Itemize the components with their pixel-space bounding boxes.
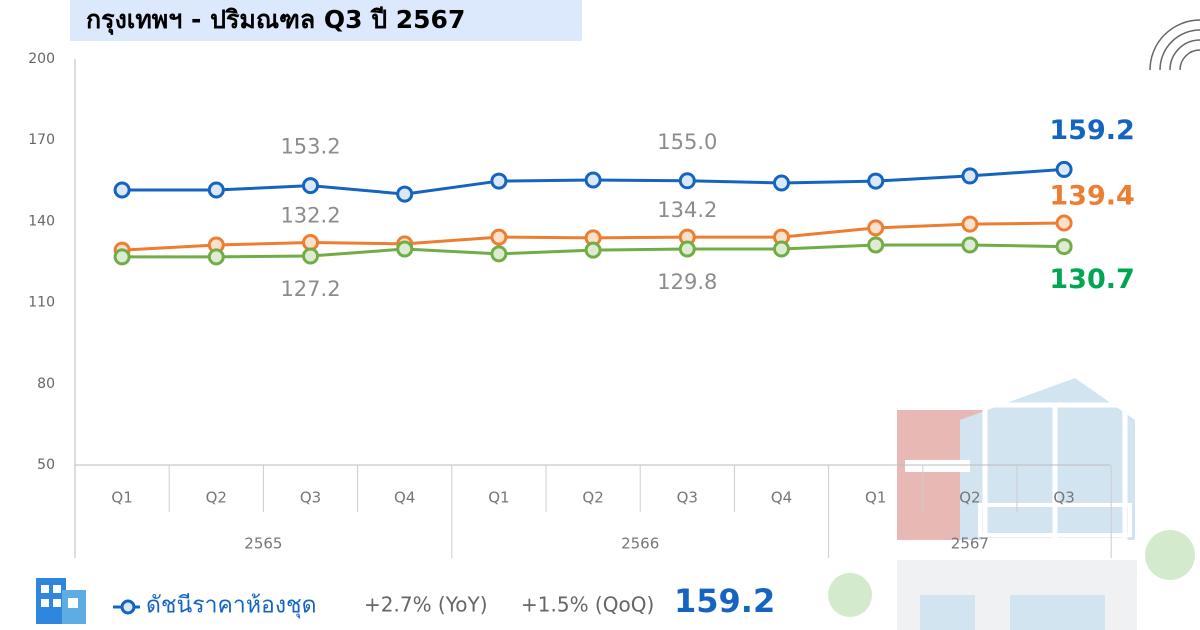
building-icon [36, 578, 86, 624]
data-label: 127.2 [280, 277, 340, 301]
x-tick-label: Q2 [206, 489, 227, 507]
x-tick-label: Q3 [300, 489, 321, 507]
point-marker [961, 215, 979, 233]
x-tick-label: Q1 [865, 489, 886, 507]
x-tick-label: Q2 [959, 489, 980, 507]
point-marker [207, 248, 225, 266]
point-marker [302, 177, 319, 195]
point-marker [113, 248, 131, 266]
y-tick-label: 170 [28, 132, 55, 148]
point-marker [490, 172, 508, 190]
legend: ดัชนีราคาห้องชุด +2.7% (YoY) +1.5% (QoQ)… [113, 582, 775, 620]
point-marker [1055, 238, 1073, 256]
y-tick-label: 50 [37, 457, 55, 473]
legend-note: +2.7% (YoY) [364, 593, 488, 617]
legend-label: ดัชนีราคาห้องชุด [146, 593, 317, 619]
data-label: 155.0 [657, 130, 717, 154]
point-marker [961, 167, 979, 185]
point-marker [867, 236, 885, 254]
point-marker [678, 172, 696, 190]
point-marker [302, 234, 319, 252]
data-label: 129.8 [657, 270, 717, 294]
legend-value: 159.2 [674, 582, 775, 620]
legend-marker [120, 599, 136, 615]
point-marker [1055, 214, 1073, 232]
x-tick-label: Q2 [582, 489, 603, 507]
group-label: 2566 [621, 535, 659, 553]
signal-icon [1149, 19, 1200, 71]
point-marker [678, 240, 696, 258]
point-marker [113, 181, 131, 199]
data-label: 153.2 [280, 135, 340, 159]
x-tick-label: Q1 [111, 489, 132, 507]
point-marker [1055, 160, 1073, 178]
point-marker [961, 236, 979, 254]
x-tick-label: Q4 [394, 489, 415, 507]
point-marker [773, 240, 790, 258]
x-tick-label: Q4 [771, 489, 792, 507]
group-label: 2567 [951, 535, 989, 553]
point-marker [396, 185, 414, 203]
point-marker [867, 172, 885, 190]
point-marker [584, 171, 602, 189]
y-tick-label: 140 [28, 213, 55, 229]
point-marker [490, 245, 508, 263]
house-decoration [828, 378, 1195, 630]
legend-note: +1.5% (QoQ) [521, 593, 654, 617]
y-tick-label: 200 [28, 51, 55, 67]
data-label: 139.4 [1049, 181, 1134, 212]
data-label: 159.2 [1049, 115, 1134, 146]
x-tick-label: Q3 [1053, 489, 1074, 507]
data-label: 134.2 [657, 198, 717, 222]
data-label: 130.7 [1049, 264, 1134, 295]
data-label: 132.2 [280, 204, 340, 228]
y-tick-label: 110 [28, 295, 55, 311]
chart-title: กรุงเทพฯ - ปริมณฑล Q3 ปี 2567 [86, 5, 465, 36]
x-tick-label: Q3 [677, 489, 698, 507]
group-label: 2565 [244, 535, 282, 553]
x-tick-label: Q1 [488, 489, 509, 507]
point-marker [396, 240, 414, 258]
y-tick-label: 80 [37, 376, 55, 392]
point-marker [867, 219, 885, 237]
point-marker [490, 228, 508, 246]
point-marker [207, 181, 225, 199]
point-marker [302, 247, 319, 265]
point-marker [773, 174, 790, 192]
title-box [70, 0, 582, 41]
point-marker [584, 241, 602, 259]
